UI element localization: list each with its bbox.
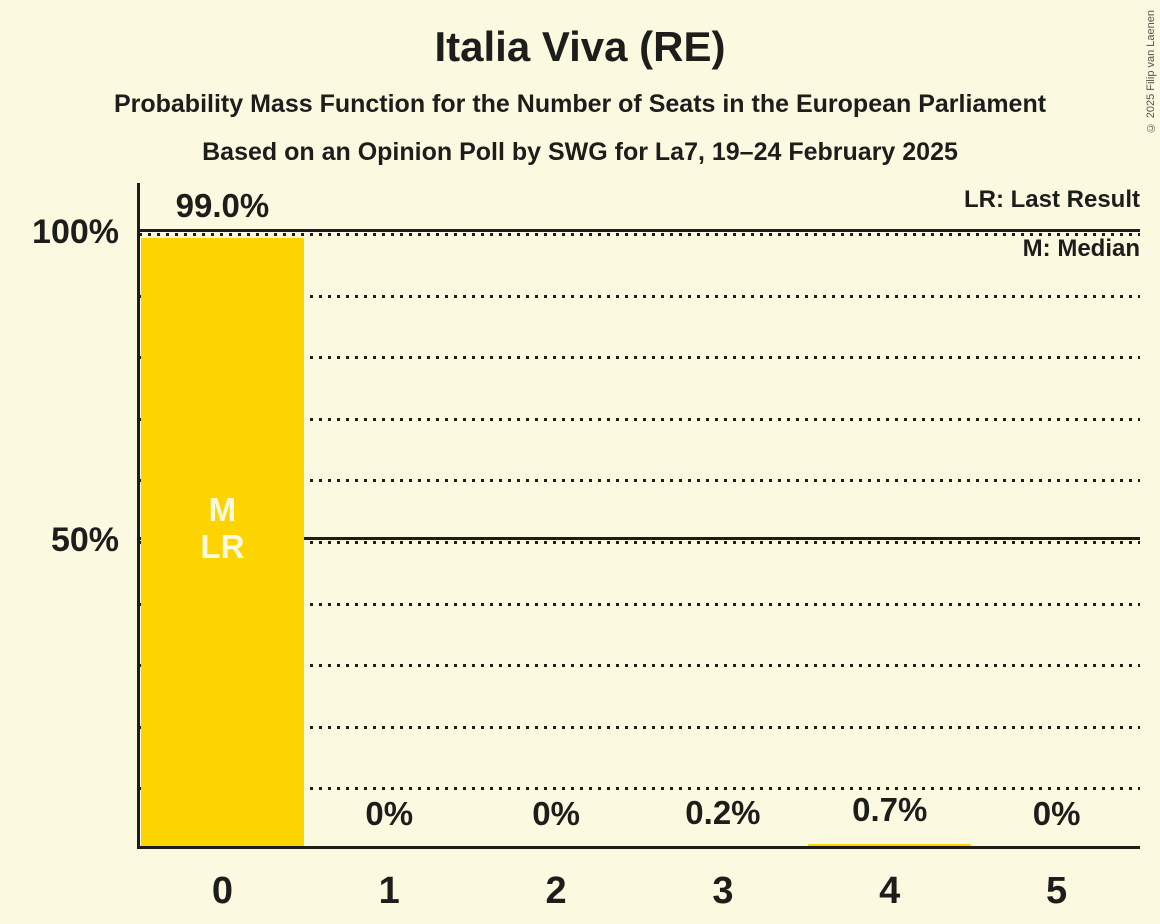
solid-gridline-100pct [139, 229, 1140, 232]
x-tick-label-0: 0 [211, 870, 233, 912]
gridline-70pct [139, 417, 1140, 421]
chart-title: Italia Viva (RE) [434, 23, 726, 70]
bar-value-label-2: 0% [532, 795, 580, 832]
bar-value-label-0: 99.0% [175, 187, 270, 225]
gridline-60pct [139, 479, 1140, 483]
gridline-40pct [139, 602, 1140, 606]
gridline-30pct [139, 664, 1140, 668]
bar-seats-0 [141, 238, 304, 848]
gridline-20pct [139, 725, 1140, 729]
x-tick-label-5: 5 [1046, 870, 1068, 912]
median-marker: M [208, 490, 237, 528]
legend-last-result: LR: Last Result [963, 186, 1140, 213]
bar-seats-4 [808, 843, 972, 848]
x-tick-label-3: 3 [712, 870, 734, 912]
chart-subtitle: Probability Mass Function for the Number… [113, 90, 1047, 118]
gridline-100pct [139, 233, 1140, 236]
gridline-10pct [139, 787, 1140, 791]
bar-value-label-3: 0.2% [685, 793, 761, 831]
y-tick-label-100: 100% [32, 213, 119, 251]
bar-value-label-5: 0% [1032, 795, 1081, 832]
x-tick-label-4: 4 [879, 870, 901, 912]
gridline-90pct [139, 294, 1140, 298]
solid-gridline-50pct [139, 537, 1140, 540]
bar-value-label-1: 0% [365, 795, 414, 832]
poll-source-line: Based on an Opinion Poll by SWG for La7,… [202, 138, 958, 166]
legend-median: M: Median [1022, 235, 1140, 262]
last-result-marker: LR [200, 527, 245, 565]
x-tick-label-1: 1 [378, 870, 400, 912]
bar-value-label-4: 0.7% [852, 790, 928, 828]
y-axis-line [137, 183, 140, 849]
y-tick-label-50: 50% [50, 521, 119, 559]
gridline-50pct [139, 541, 1140, 544]
x-tick-label-2: 2 [545, 870, 567, 912]
x-axis-line [137, 846, 1140, 849]
gridline-80pct [139, 356, 1140, 360]
